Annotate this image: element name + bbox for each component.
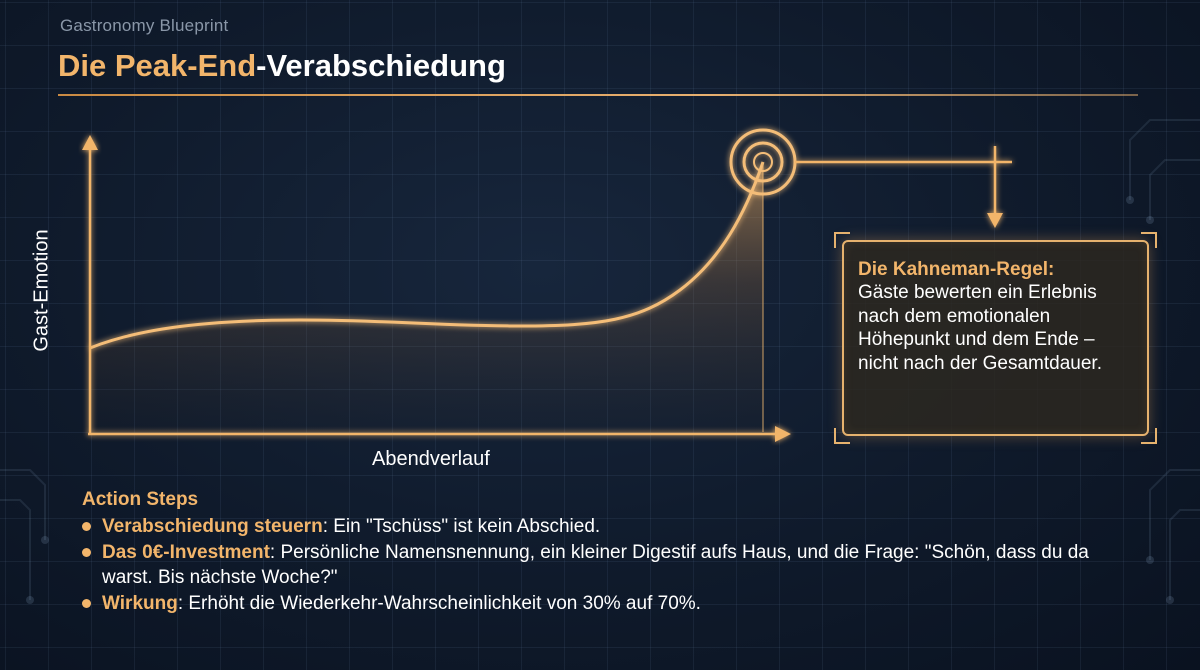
bullet-icon xyxy=(82,522,91,531)
kahneman-callout: Die Kahneman-Regel: Gäste bewerten ein E… xyxy=(834,232,1157,444)
callout-corner xyxy=(1141,428,1157,444)
step-text: : Erhöht die Wiederkehr-Wahrscheinlichke… xyxy=(177,593,701,614)
emotion-curve xyxy=(89,161,765,350)
title-accent: Die Peak-End xyxy=(58,48,257,83)
step-lead: Verabschiedung steuern xyxy=(102,516,323,537)
title-rest: -Verabschiedung xyxy=(256,48,506,83)
callout-connector xyxy=(795,146,1012,228)
list-item: Verabschiedung steuern: Ein "Tschüss" is… xyxy=(82,514,1142,539)
bullet-icon xyxy=(82,599,91,608)
y-axis-label: Gast-Emotion xyxy=(30,229,53,352)
page-title: Die Peak-End-Verabschiedung xyxy=(58,48,506,84)
callout-title: Die Kahneman-Regel: xyxy=(858,259,1055,280)
callout-corner xyxy=(1141,232,1157,248)
title-underline xyxy=(58,94,1138,96)
action-steps-heading: Action Steps xyxy=(82,489,199,510)
list-item: Wirkung: Erhöht die Wiederkehr-Wahrschei… xyxy=(82,591,1142,616)
action-steps: Action Steps Verabschiedung steuern: Ein… xyxy=(82,487,1142,616)
bullet-icon xyxy=(82,548,91,557)
step-text: : Ein "Tschüss" ist kein Abschied. xyxy=(322,516,601,537)
callout-body: Gäste bewerten ein Erlebnis nach dem emo… xyxy=(858,282,1102,374)
list-item: Das 0€-Investment: Persönliche Namensnen… xyxy=(82,540,1142,590)
step-lead: Wirkung xyxy=(102,593,178,614)
step-lead: Das 0€-Investment xyxy=(102,542,270,563)
callout-corner xyxy=(834,428,850,444)
callout-corner xyxy=(834,232,850,248)
x-axis-label: Abendverlauf xyxy=(372,448,490,470)
y-axis xyxy=(82,135,98,434)
brand-label: Gastronomy Blueprint xyxy=(60,16,229,35)
x-axis xyxy=(88,426,791,442)
step-text: : Persönliche Namensnennung, ein kleiner… xyxy=(102,542,1089,588)
emotion-area-fill xyxy=(90,162,763,432)
